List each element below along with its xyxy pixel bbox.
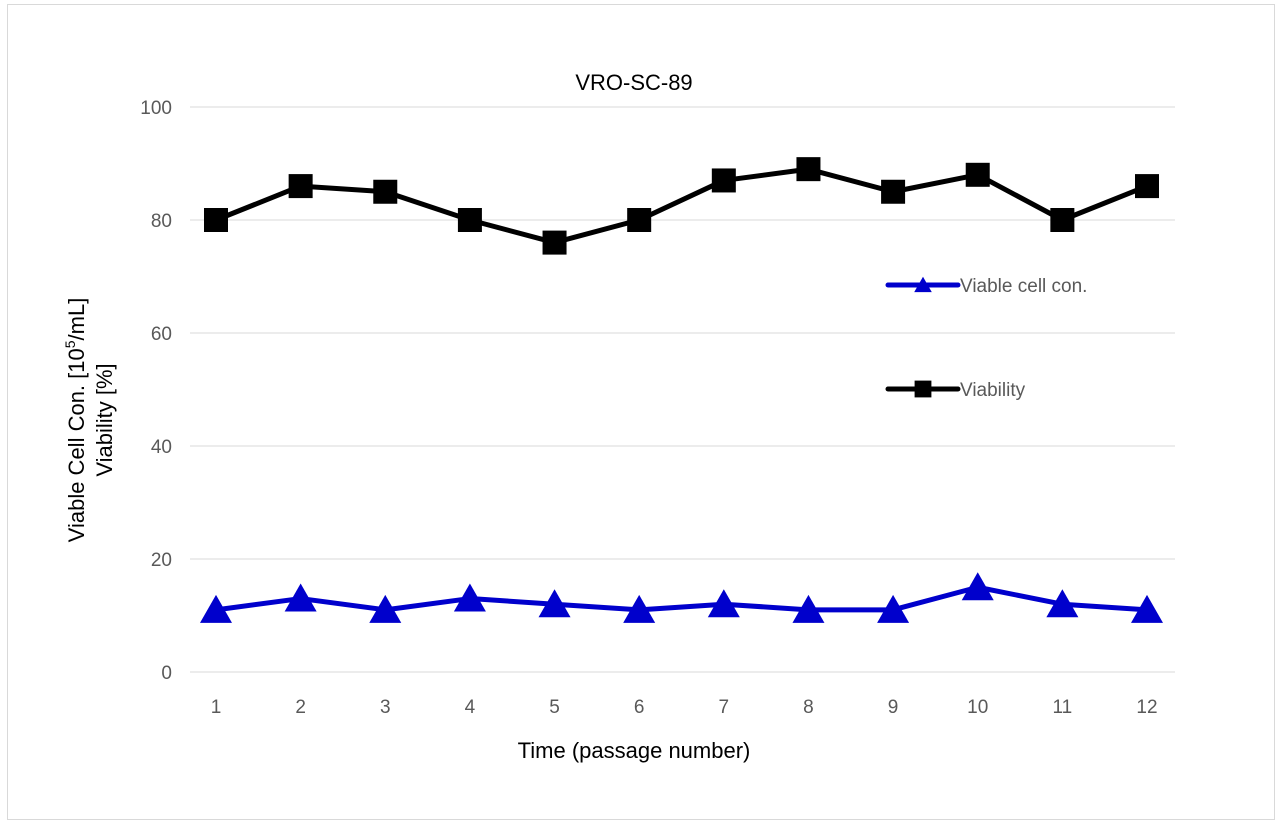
series-1	[204, 157, 1159, 255]
data-point	[707, 589, 740, 618]
y-tick-label: 80	[151, 211, 172, 232]
data-point	[877, 594, 910, 623]
data-point	[792, 594, 825, 623]
x-tick-label: 2	[295, 697, 306, 718]
data-point	[796, 157, 821, 182]
y-tick-label: 60	[151, 324, 172, 345]
data-point	[1050, 208, 1075, 232]
x-axis-title: Time (passage number)	[518, 738, 751, 763]
data-point	[542, 230, 567, 255]
x-tick-label: 11	[1052, 697, 1072, 718]
x-tick-label: 10	[967, 697, 988, 718]
y-axis-title: Viable Cell Con. [105/mL]Viability [%]	[62, 298, 117, 543]
series-line	[213, 166, 1150, 246]
y-axis-tick-labels: 0 20 40 60 80 100	[140, 98, 172, 684]
data-point	[373, 179, 398, 204]
legend-marker	[914, 276, 932, 293]
data-point	[204, 208, 228, 232]
chart-title: VRO-SC-89	[575, 70, 692, 95]
x-tick-label: 4	[465, 697, 476, 718]
x-tick-label: 1	[211, 697, 222, 718]
y-tick-label: 20	[151, 550, 172, 571]
y-axis-title-line: Viable Cell Con. [105/mL]	[62, 298, 89, 543]
data-point	[288, 174, 313, 199]
x-tick-label: 5	[549, 697, 560, 718]
x-axis-tick-labels: 1 2 3 4 5 6 7 8 9 10 11 12	[211, 697, 1158, 718]
data-point	[623, 594, 656, 623]
legend-label: Viability	[960, 380, 1026, 401]
data-point	[369, 594, 402, 623]
series-layer	[200, 157, 1163, 623]
y-axis-title-text: Viable Cell Con. [10	[64, 348, 89, 542]
y-axis-title-suffix: /mL]	[64, 298, 89, 341]
data-point	[284, 583, 317, 612]
chart-frame	[7, 4, 1275, 820]
series-0	[200, 572, 1163, 623]
legend: Viable cell con. Viability	[885, 276, 1087, 401]
data-point	[457, 208, 482, 232]
data-point	[627, 208, 652, 232]
x-tick-label: 3	[380, 697, 391, 718]
data-point	[453, 583, 486, 612]
data-point	[1046, 589, 1079, 618]
data-point	[538, 589, 571, 618]
data-point	[961, 572, 994, 601]
data-point	[711, 168, 736, 193]
y-tick-label: 0	[161, 663, 172, 684]
data-point	[200, 594, 232, 623]
y-axis-title-superscript: 5	[62, 340, 78, 348]
y-axis-title-text: Viability [%]	[92, 363, 117, 476]
x-tick-label: 6	[634, 697, 645, 718]
legend-marker	[914, 380, 932, 398]
x-tick-label: 9	[888, 697, 899, 718]
x-tick-label: 7	[719, 697, 730, 718]
legend-item: Viable cell con.	[885, 276, 1087, 297]
series-line	[213, 584, 1150, 613]
y-tick-label: 100	[140, 98, 172, 119]
data-point	[965, 162, 990, 187]
gridlines	[190, 106, 1175, 673]
y-axis-title-line: Viability [%]	[92, 363, 117, 476]
data-point	[1135, 174, 1159, 199]
legend-label: Viable cell con.	[960, 276, 1087, 297]
x-tick-label: 8	[803, 697, 814, 718]
x-tick-label: 12	[1136, 697, 1157, 718]
legend-item: Viability	[885, 380, 1026, 401]
data-point	[1131, 594, 1163, 623]
data-point	[881, 179, 906, 204]
y-tick-label: 40	[151, 437, 172, 458]
